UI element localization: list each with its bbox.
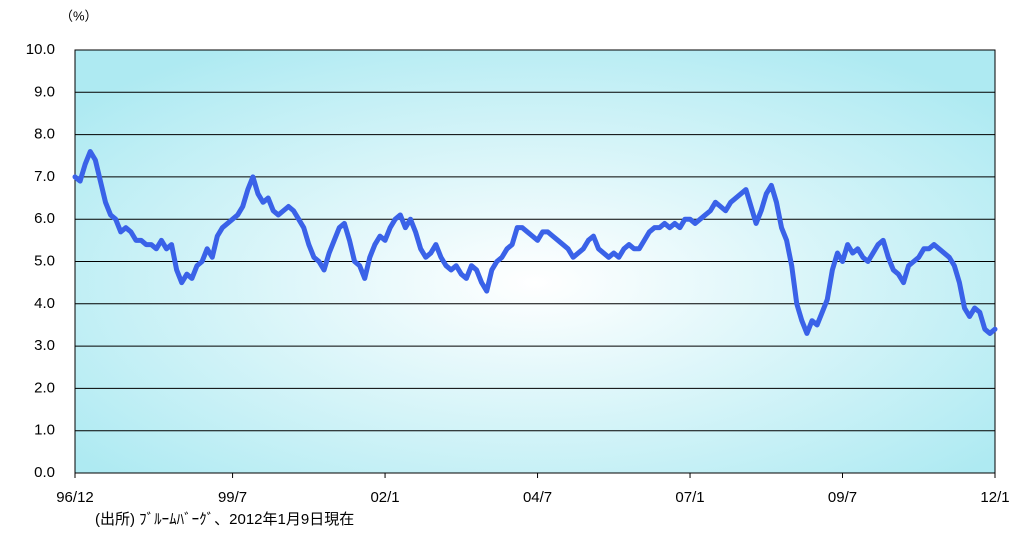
y-tick-label: 1.0 (34, 422, 55, 439)
y-tick-label: 10.0 (26, 41, 55, 58)
x-tick-label: 02/1 (370, 489, 399, 506)
x-tick-label: 04/7 (523, 489, 552, 506)
x-tick-label: 99/7 (218, 489, 247, 506)
y-tick-label: 8.0 (34, 126, 55, 143)
x-tick-label: 12/1 (980, 489, 1009, 506)
x-tick-label: 09/7 (828, 489, 857, 506)
y-tick-label: 7.0 (34, 168, 55, 185)
x-tick-label: 96/12 (56, 489, 94, 506)
line-series (72, 149, 998, 336)
y-tick-label: 0.0 (34, 464, 55, 481)
y-tick-label: 3.0 (34, 337, 55, 354)
y-axis-label: （%） (60, 8, 98, 23)
y-tick-label: 4.0 (34, 295, 55, 312)
y-tick-label: 6.0 (34, 210, 55, 227)
x-tick-label: 07/1 (675, 489, 704, 506)
y-tick-label: 2.0 (34, 379, 55, 396)
y-tick-label: 9.0 (34, 83, 55, 100)
y-tick-label: 5.0 (34, 252, 55, 269)
source-note: (出所) ﾌﾞﾙｰﾑﾊﾞｰｸﾞ、2012年1月9日現在 (95, 511, 354, 528)
